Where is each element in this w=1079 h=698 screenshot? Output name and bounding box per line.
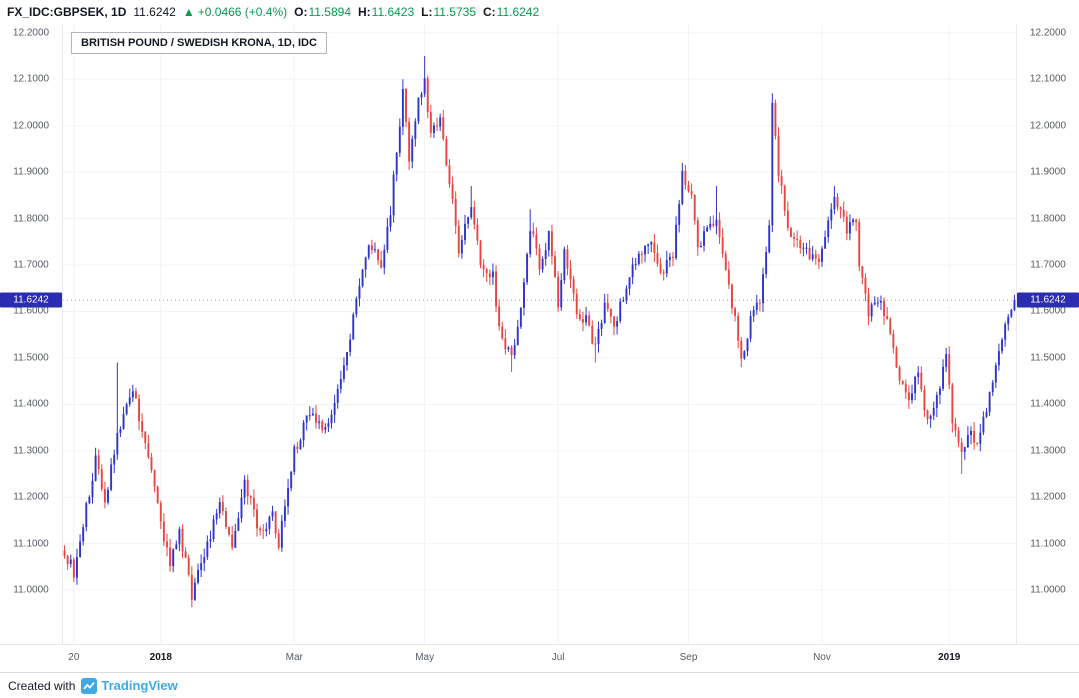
price-axis-label: 12.1000 — [12, 73, 50, 85]
price-axis-label: 11.7000 — [1030, 259, 1066, 271]
price-axis-label: 11.3000 — [1030, 445, 1066, 457]
price-axis-label: 11.4000 — [1030, 398, 1066, 410]
chart-legend: FX_IDC:GBPSEK, 1D 11.6242 ▲ +0.0466 (+0.… — [0, 0, 1079, 24]
price-axis-label: 12.2000 — [12, 27, 50, 39]
price-axis-label: 11.9000 — [1030, 166, 1066, 178]
last-price-tag: 11.6242 — [1017, 292, 1079, 308]
ohlc-open: O:11.5894 — [294, 5, 351, 19]
up-arrow-icon: ▲ — [182, 5, 195, 19]
chart-main-row: 12.2000 12.1000 12.0000 11.9000 11.8000 11.70… — [0, 24, 1079, 644]
price-axis-label: 11.4000 — [13, 398, 49, 410]
attribution-bar: Created with TradingView — [0, 672, 1079, 698]
time-axis[interactable]: 20 2018 Mar May Jul Sep Nov 2019 — [0, 644, 1079, 672]
open-value: 11.5894 — [308, 5, 352, 19]
low-value: 11.5735 — [433, 5, 477, 19]
time-axis-label: Nov — [813, 652, 831, 663]
created-with-text: Created with — [8, 678, 76, 693]
low-label: L: — [421, 5, 433, 19]
time-axis-label: 2018 — [149, 652, 172, 663]
price-change: ▲ +0.0466 (+0.4%) — [183, 5, 287, 19]
time-axis-label: 2019 — [938, 652, 961, 663]
ohlc-low: L:11.5735 — [421, 5, 476, 19]
price-axis-label: 11.3000 — [13, 445, 49, 457]
tradingview-brand-text: TradingView — [101, 678, 178, 693]
time-axis-label: Sep — [679, 652, 698, 663]
time-axis-label: Mar — [285, 652, 303, 663]
ohlc-high: H:11.6423 — [358, 5, 414, 19]
chart-plot-area[interactable]: BRITISH POUND / SWEDISH KRONA, 1D, IDC — [62, 24, 1017, 644]
high-label: H: — [358, 5, 371, 19]
high-value: 11.6423 — [371, 5, 415, 19]
time-axis-label: 20 — [68, 652, 80, 663]
price-axis-label: 11.0000 — [1030, 584, 1066, 596]
price-axis-label: 11.2000 — [1030, 491, 1066, 503]
change-value: +0.0466 (+0.4%) — [197, 5, 288, 19]
price-axis-label: 11.8000 — [1030, 213, 1066, 225]
price-axis-label: 11.2000 — [13, 491, 49, 503]
price-axis-right[interactable]: 12.2000 12.1000 12.0000 11.9000 11.8000 11.70… — [1017, 24, 1079, 644]
price-axis-label: 12.0000 — [12, 120, 50, 132]
tradingview-icon — [81, 677, 98, 694]
price-axis-label: 11.9000 — [13, 166, 49, 178]
time-axis-label: Jul — [551, 652, 565, 663]
price-axis-label: 11.1000 — [13, 538, 49, 550]
candlestick-chart-svg — [63, 24, 1016, 644]
price-axis-label: 12.1000 — [1029, 73, 1067, 85]
price-axis-label: 11.8000 — [13, 213, 49, 225]
last-price-tag: 11.6242 — [0, 292, 62, 308]
close-label: C: — [483, 5, 496, 19]
ohlc-close: C:11.6242 — [483, 5, 539, 19]
price-axis-label: 11.1000 — [1030, 538, 1066, 550]
price-axis-left[interactable]: 12.2000 12.1000 12.0000 11.9000 11.8000 11.70… — [0, 24, 62, 644]
chart-title: BRITISH POUND / SWEDISH KRONA, 1D, IDC — [71, 32, 327, 54]
price-axis-label: 11.5000 — [1030, 352, 1066, 364]
price-axis-label: 11.5000 — [13, 352, 49, 364]
symbol-title[interactable]: FX_IDC:GBPSEK, 1D — [7, 5, 127, 19]
price-axis-label: 12.2000 — [1029, 27, 1067, 39]
price-axis-label: 11.6000 — [1030, 305, 1066, 317]
close-value: 11.6242 — [496, 5, 540, 19]
open-label: O: — [294, 5, 308, 19]
tradingview-logo[interactable]: TradingView — [81, 677, 178, 694]
price-axis-label: 11.0000 — [13, 584, 49, 596]
price-axis-label: 12.0000 — [1029, 120, 1067, 132]
last-price-value: 11.6242 — [133, 5, 176, 19]
time-axis-label: May — [415, 652, 435, 663]
price-axis-label: 11.7000 — [13, 259, 49, 271]
price-axis-label: 11.6000 — [13, 305, 49, 317]
